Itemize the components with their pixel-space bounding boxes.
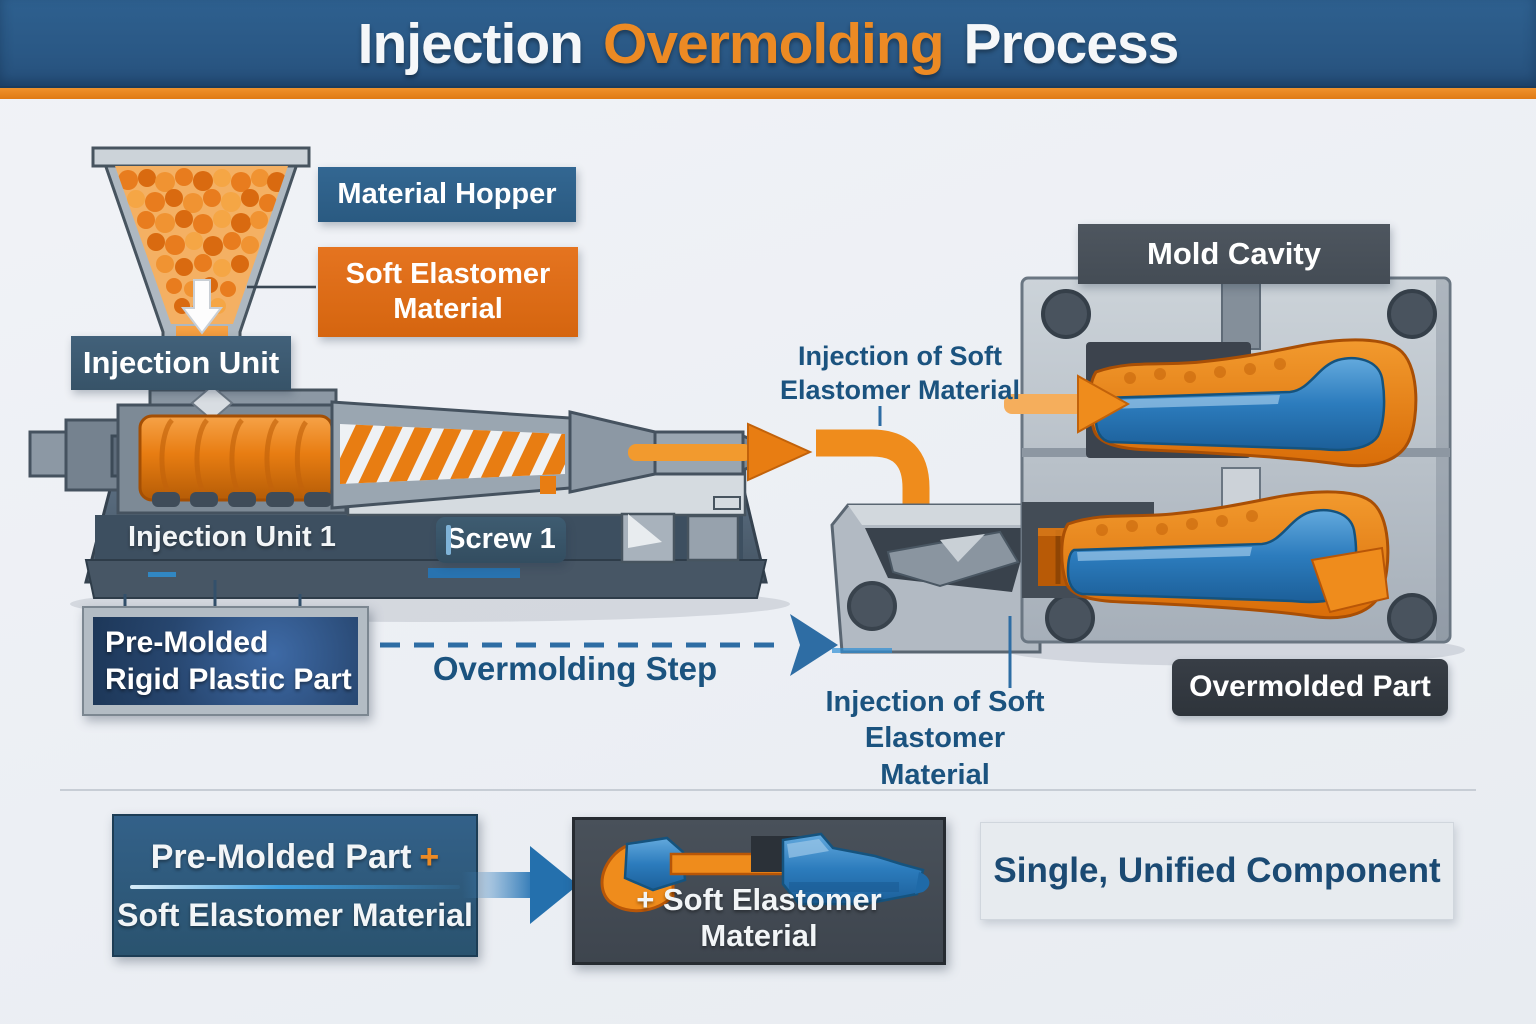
overmolding-step-label: Overmolding Step [432, 650, 718, 687]
inj-soft-top-line1: Injection of Soft [798, 341, 1002, 371]
injection-arrow-icon [1004, 374, 1131, 434]
vent-slots [152, 492, 332, 507]
bolt-hole [1387, 289, 1437, 339]
combined-part-caption: + Soft Elastomer Material [636, 882, 882, 953]
title-word-2: Overmolding [602, 12, 945, 76]
bolt-hole [1387, 593, 1437, 643]
section-divider [60, 789, 1476, 791]
bolt-hole [1045, 593, 1095, 643]
result-arrow-icon [462, 846, 578, 924]
combined-part-illustration [600, 832, 930, 913]
screw-1-text: Screw 1 [446, 523, 556, 556]
clamp-block-2 [686, 514, 740, 562]
inj-soft-bottom-line1: Injection of Soft Elastomer [825, 686, 1045, 755]
boot-orange-tip [1310, 546, 1390, 614]
bolt-hole [847, 581, 897, 631]
machine-base-slab [84, 559, 768, 599]
injection-unit-1-label: Injection Unit 1 [128, 521, 336, 553]
mold-cavity-label: Mold Cavity [1078, 224, 1390, 284]
down-arrow-icon [180, 279, 224, 335]
bolt-hole [1041, 289, 1091, 339]
hopper-rim [91, 146, 311, 168]
overmolded-part-upper-illustration [1088, 338, 1418, 468]
melt-flow-arrow-icon [628, 422, 813, 482]
injection-of-soft-bottom-label: Injection of Soft Elastomer Material [755, 684, 1115, 793]
overmolding-step-arrow-icon [380, 614, 838, 676]
runner-block-illustration [830, 503, 1042, 654]
page-title: Injection Overmolding Process [348, 11, 1189, 77]
pre-molded-line2: Rigid Plastic Part [105, 663, 352, 696]
combo-line-1: Pre-Molded Part + [151, 838, 440, 877]
injection-of-soft-top-label: Injection of Soft Elastomer Material [770, 340, 1030, 408]
combo-part-text: Pre-Molded Part [150, 837, 412, 876]
pre-molded-part-callout-inner: Pre-Molded Rigid Plastic Part [93, 617, 358, 705]
combo-divider-line [130, 884, 460, 889]
overmolded-part-label: Overmolded Part [1172, 659, 1448, 716]
soft-elastomer-label: Soft Elastomer Material [318, 247, 578, 337]
premolded-leader-lines [123, 580, 302, 606]
result-box: Single, Unified Component [980, 822, 1454, 920]
combined-part [600, 832, 930, 913]
pre-molded-part-callout: Pre-Molded Rigid Plastic Part [82, 606, 369, 716]
material-hopper-label: Material Hopper [318, 167, 576, 222]
header-accent-bar [0, 86, 1536, 99]
screw-1-label: Screw 1 [436, 517, 566, 563]
screw-label-tick [446, 525, 451, 555]
title-word-3: Process [963, 12, 1180, 76]
combined-part-box: + Soft Elastomer Material [572, 817, 946, 965]
soft-elastomer-line2: Material [393, 293, 503, 325]
title-word-1: Injection [357, 12, 584, 76]
injection-machine-illustration [28, 384, 813, 606]
combo-line-2: Soft Elastomer Material [117, 896, 473, 933]
combination-box: Pre-Molded Part + Soft Elastomer Material [112, 814, 478, 957]
plus-icon: + [419, 837, 440, 876]
soft-elastomer-line1: Soft Elastomer [345, 257, 551, 290]
pre-molded-line1: Pre-Molded [105, 625, 269, 659]
part-blue-leg [623, 836, 687, 892]
injection-unit-label: Injection Unit [71, 336, 291, 390]
inj-soft-bottom-line2: Material [880, 758, 990, 791]
inj-soft-top-line2: Elastomer Material [779, 374, 1021, 405]
part-nub [915, 872, 930, 894]
title-bar: Injection Overmolding Process [0, 0, 1536, 88]
sprue-channel-top [1221, 278, 1261, 350]
